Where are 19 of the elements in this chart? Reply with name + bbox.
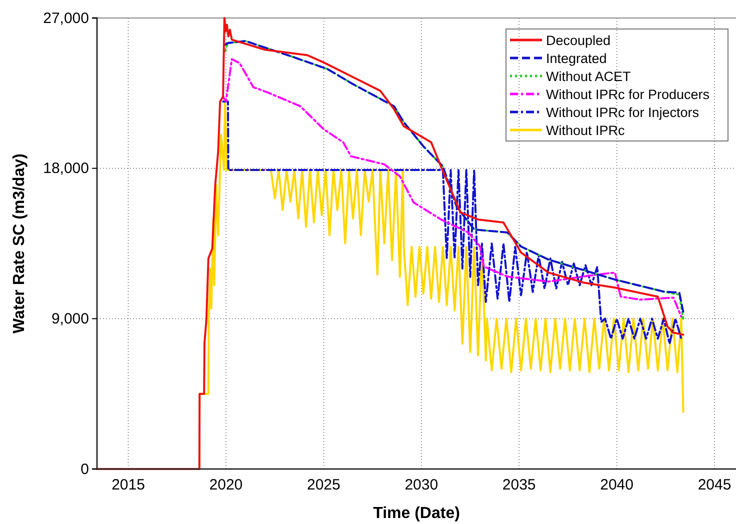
y-tick-label: 0 [80,460,89,478]
y-tick-label: 27,000 [43,10,89,27]
y-axis-title: Water Rate SC (m3/day) [11,154,28,334]
x-tick-label: 2015 [112,476,145,494]
x-tick-label: 2040 [600,476,634,494]
x-tick-label: 2025 [306,476,340,494]
x-tick-label: 2030 [404,476,438,494]
legend-label: Without IPRc for Producers [546,87,710,102]
legend-label: Decoupled [546,33,611,48]
legend-label: Without IPRc for Injectors [546,105,700,120]
legend-label: Without IPRc [546,123,626,138]
x-tick-label: 2045 [698,476,732,494]
x-tick-label: 2020 [209,476,243,494]
y-tick-label: 18,000 [43,160,89,178]
y-tick-label: 9,000 [51,310,89,328]
x-tick-label: 2035 [502,476,536,494]
x-axis-title: Time (Date) [373,505,460,522]
legend-label: Without ACET [546,69,631,84]
legend-label: Integrated [546,51,607,66]
